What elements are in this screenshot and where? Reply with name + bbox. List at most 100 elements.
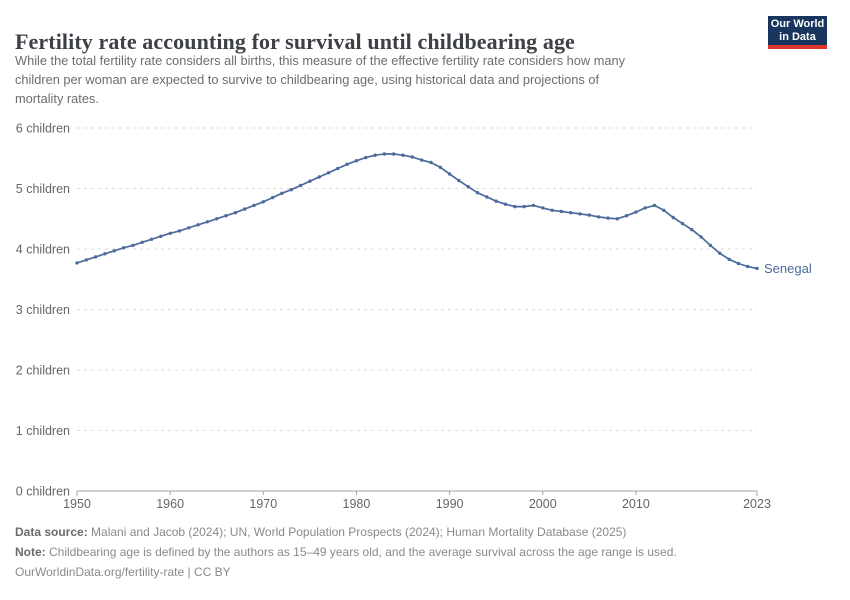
data-point	[596, 215, 601, 219]
note-label: Note:	[15, 545, 46, 559]
series-line-senegal	[76, 153, 758, 270]
data-point	[233, 211, 238, 215]
data-point	[718, 251, 722, 255]
data-point	[261, 200, 265, 204]
y-axis-label: 0 children	[16, 485, 70, 499]
data-point	[708, 243, 713, 248]
data-point	[252, 203, 256, 208]
series-label-senegal: Senegal	[764, 261, 812, 276]
data-point	[187, 226, 191, 230]
data-point	[494, 199, 498, 203]
data-point	[569, 211, 573, 215]
data-point	[401, 153, 405, 157]
data-point	[121, 246, 126, 250]
data-point	[410, 155, 414, 159]
data-point	[345, 162, 349, 166]
note-line: Note: Childbearing age is defined by the…	[15, 542, 835, 562]
owid-logo-text-top: Our World	[770, 18, 825, 30]
x-axis-label: 1980	[343, 497, 371, 511]
data-source-text: Malani and Jacob (2024); UN, World Popul…	[87, 525, 627, 539]
data-point	[624, 214, 629, 218]
data-point	[746, 264, 750, 269]
fertility-line-chart: 0 children 1 children 2 children 3 children…	[16, 122, 812, 512]
data-point	[420, 158, 424, 162]
x-axis-label: 2023	[743, 497, 771, 511]
x-axis-label: 2000	[529, 497, 557, 511]
data-point	[270, 195, 275, 200]
data-point	[75, 261, 79, 265]
data-point	[382, 152, 387, 156]
chart-plot-area: 0 children 1 children 2 children 3 children…	[0, 110, 850, 522]
data-point	[559, 209, 564, 214]
chart-subtitle: While the total fertility rate considers…	[15, 51, 755, 108]
data-point	[755, 266, 759, 271]
data-point	[243, 207, 247, 211]
owid-logo-text-bottom: in Data	[779, 30, 816, 43]
data-point	[177, 229, 182, 233]
data-point	[531, 203, 536, 208]
y-axis-label: 5 children	[16, 182, 70, 196]
x-axis-label: 1960	[156, 497, 184, 511]
subtitle-line: children per woman are expected to survi…	[15, 72, 600, 87]
citation-line: OurWorldinData.org/fertility-rate | CC B…	[15, 565, 231, 579]
data-point	[205, 220, 210, 224]
data-point	[112, 249, 117, 253]
data-point	[522, 204, 526, 209]
data-point	[373, 153, 377, 157]
data-point	[317, 175, 321, 179]
x-axis-label: 1950	[63, 497, 91, 511]
chart-footer: Data source: Malani and Jacob (2024); UN…	[15, 522, 835, 582]
data-point	[615, 217, 619, 221]
data-point	[438, 165, 442, 169]
page-title: Fertility rate accounting for survival u…	[15, 28, 575, 54]
data-point	[159, 234, 163, 238]
data-point	[671, 215, 675, 220]
data-point	[447, 172, 452, 176]
data-point	[578, 212, 582, 216]
data-point	[326, 171, 331, 175]
data-point	[336, 166, 340, 171]
data-point	[224, 214, 228, 218]
data-point	[84, 258, 89, 262]
data-source-label: Data source:	[15, 525, 88, 539]
data-point	[736, 261, 741, 266]
data-point	[662, 208, 666, 212]
x-axis-label: 1990	[436, 497, 464, 511]
subtitle-line: While the total fertility rate considers…	[15, 53, 626, 68]
note-text: Childbearing age is defined by the autho…	[45, 545, 677, 559]
x-axis-label: 1970	[249, 497, 277, 511]
y-axis-label: 6 children	[16, 122, 70, 136]
owid-logo: Our World in Data	[768, 16, 827, 49]
data-point	[289, 188, 293, 192]
data-point	[485, 195, 489, 199]
data-point	[606, 216, 610, 220]
data-point	[503, 202, 508, 206]
y-axis-label: 4 children	[16, 243, 70, 257]
data-point	[643, 206, 647, 210]
data-point	[429, 160, 433, 165]
y-axis-label: 1 children	[16, 424, 70, 438]
data-point	[475, 191, 480, 195]
data-point	[466, 185, 470, 189]
data-point	[652, 203, 657, 208]
data-point	[392, 152, 396, 156]
y-axis-label: 2 children	[16, 364, 70, 378]
data-point	[140, 240, 144, 244]
data-point	[364, 155, 368, 160]
data-point	[541, 206, 545, 210]
data-point	[354, 159, 359, 163]
data-point	[727, 257, 731, 261]
data-point	[513, 204, 517, 209]
data-point	[634, 210, 638, 214]
data-point	[298, 183, 303, 188]
subtitle-line: mortality rates.	[15, 91, 99, 106]
data-point	[457, 178, 461, 183]
data-point	[690, 227, 694, 232]
data-point	[550, 208, 554, 212]
data-point	[587, 213, 591, 217]
data-point	[168, 231, 172, 235]
data-source-line: Data source: Malani and Jacob (2024); UN…	[15, 522, 835, 542]
data-point	[680, 221, 685, 226]
data-point	[308, 179, 312, 183]
data-point	[196, 223, 200, 227]
